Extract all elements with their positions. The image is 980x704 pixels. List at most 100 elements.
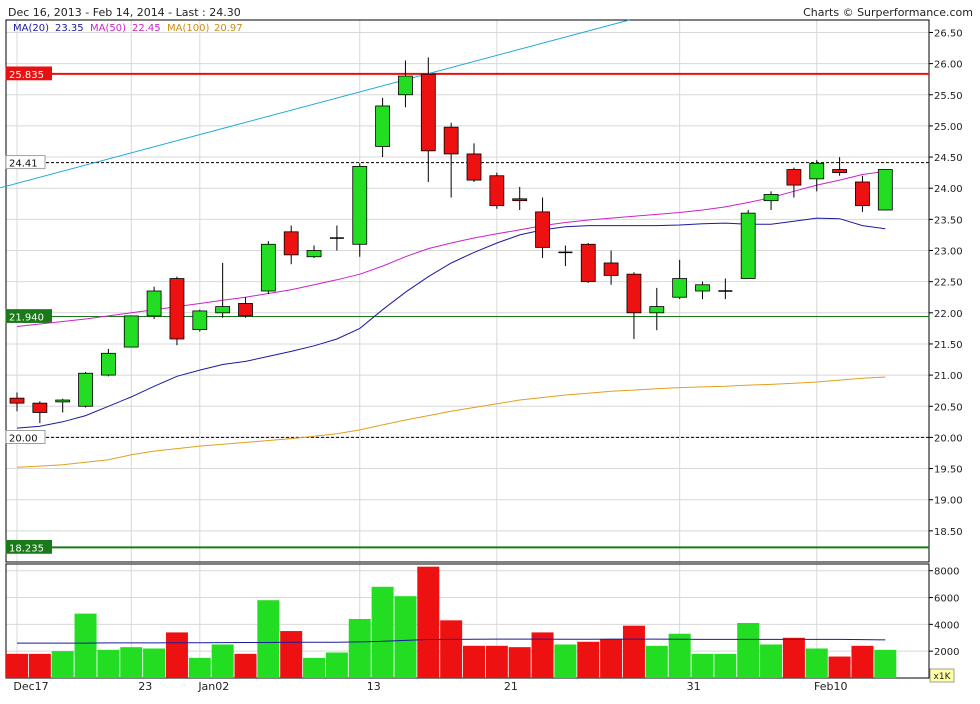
volume-bar (760, 644, 783, 678)
candle-body (55, 399, 71, 403)
volume-bar (440, 620, 463, 678)
candle-body (398, 75, 413, 96)
candle-body (466, 153, 482, 181)
candle (763, 191, 779, 211)
volume-bar (97, 649, 120, 678)
candle (718, 278, 733, 300)
legend-ma20-value: 23.35 (55, 23, 84, 34)
candle-body (603, 262, 619, 276)
candle-body (809, 162, 825, 180)
volume-bar (577, 641, 600, 678)
candle-body (443, 126, 459, 155)
candle (786, 167, 802, 198)
level-label-box (5, 539, 52, 554)
candle (558, 245, 573, 267)
volume-ma-line (17, 638, 886, 644)
price-tick-label: 22.50 (934, 278, 963, 289)
candle (215, 262, 231, 318)
candle-body (9, 397, 25, 404)
legend-ma50-label: MA(50) (90, 23, 126, 34)
price-tick-label: 21.00 (934, 371, 963, 382)
chart-credit[interactable]: Charts © Surperformance.com (803, 6, 973, 19)
candle-body (78, 372, 93, 407)
volume-tick-label: 8000 (934, 567, 959, 578)
candle-body (649, 306, 665, 314)
candle (398, 60, 413, 108)
date-tick-label: 13 (367, 680, 381, 693)
moving-average-lines (0, 19, 886, 468)
volume-bar (782, 637, 805, 678)
legend-ma50-value: 22.45 (132, 23, 161, 34)
legend-ma20-label: MA(20) (13, 23, 49, 34)
level-label: 25.835 (9, 70, 44, 81)
level-label: 18.235 (9, 543, 44, 554)
level-label: 24.41 (9, 159, 38, 170)
volume-bar (691, 653, 714, 678)
candle (466, 143, 482, 182)
candle-body (420, 73, 436, 152)
candle-body (101, 352, 116, 376)
volume-bar (508, 647, 531, 678)
volume-bar (280, 631, 303, 678)
candle (855, 175, 870, 212)
volume-bar (74, 613, 97, 678)
candle-body (626, 273, 642, 314)
candle-body (375, 105, 391, 147)
candle-body (763, 194, 779, 202)
candle-body (215, 306, 231, 314)
level-label-box (5, 66, 52, 81)
volume-bar (851, 645, 874, 678)
date-axis: Dec17 23 Jan02 13 21 31 Feb10 (13, 680, 847, 693)
candle (101, 348, 116, 377)
candle (306, 245, 322, 258)
level-label: 21.940 (9, 313, 44, 324)
candle-body (672, 278, 688, 298)
date-tick-label: Dec17 (13, 680, 48, 693)
volume-bar (737, 623, 760, 678)
price-tick-label: 26.00 (934, 60, 963, 71)
candle (626, 272, 642, 339)
level-label-box (5, 430, 46, 444)
price-tick-label: 24.50 (934, 153, 963, 164)
date-tick-label: 23 (138, 680, 152, 693)
candle (832, 157, 847, 176)
candle-body (283, 231, 299, 256)
candlesticks (9, 57, 893, 424)
volume-bar (188, 657, 211, 678)
price-tick-label: 20.50 (934, 402, 963, 413)
candle (489, 172, 505, 209)
candle (146, 286, 162, 320)
candle-body (580, 243, 596, 283)
volume-bar (143, 648, 166, 678)
candle-body (260, 243, 276, 292)
candle-body (489, 175, 505, 207)
candle (672, 259, 688, 300)
volume-bar (554, 644, 577, 678)
volume-tick-label: 6000 (934, 594, 959, 605)
volume-bar (120, 647, 143, 678)
volume-bar (257, 600, 280, 678)
candle (535, 197, 550, 258)
level-label-box (5, 155, 46, 170)
candle (649, 287, 665, 331)
volume-bar (165, 632, 188, 678)
candle (9, 392, 25, 412)
candle (512, 186, 528, 211)
candle (352, 163, 368, 257)
ma-legend: MA(20) 23.35 MA(50) 22.45 MA(100) 20.97 (13, 23, 243, 34)
price-tick-label: 24.00 (934, 184, 963, 195)
candle-body (855, 181, 870, 207)
candle (375, 97, 391, 158)
volume-bars (6, 566, 897, 678)
volume-bar (211, 644, 234, 678)
candle-body (877, 169, 893, 211)
volume-bar (234, 653, 257, 678)
volume-bar (622, 625, 645, 678)
candle (877, 169, 893, 211)
candle (420, 57, 436, 182)
ma50-line (16, 170, 886, 327)
candle-body (306, 250, 322, 258)
volume-tick-label: 4000 (934, 620, 959, 631)
candle-body (740, 212, 756, 279)
